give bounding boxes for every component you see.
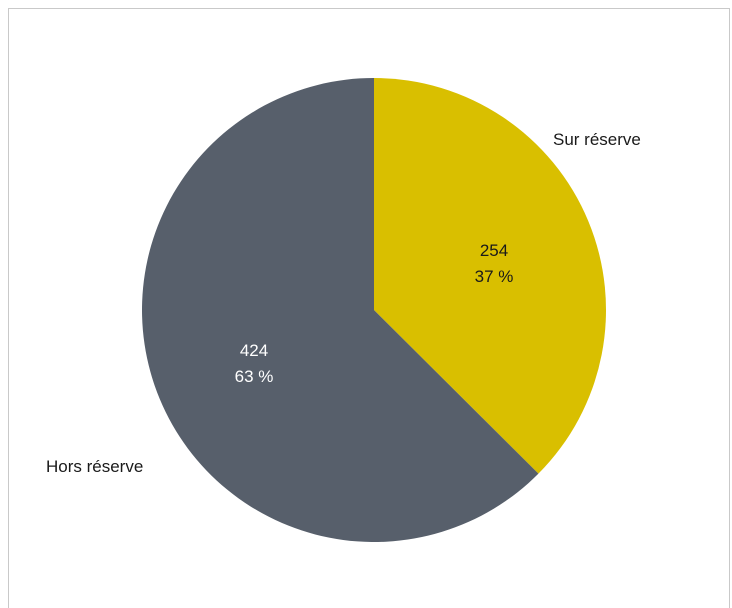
pie-slice-sur-reserve	[374, 78, 607, 474]
slice-category-label: Hors réserve	[46, 457, 143, 476]
slice-percent-label: 63 %	[235, 367, 274, 386]
slice-value-label: 424	[240, 341, 268, 360]
pie-slices	[142, 78, 607, 542]
slice-percent-label: 37 %	[475, 267, 514, 286]
pie-labels: 254 37 % Sur réserve 424 63 % Hors réserve	[46, 130, 641, 476]
pie-slice-hors-reserve	[142, 78, 539, 542]
chart-frame	[8, 8, 730, 608]
slice-category-label: Sur réserve	[553, 130, 641, 149]
slice-value-label: 254	[480, 241, 508, 260]
